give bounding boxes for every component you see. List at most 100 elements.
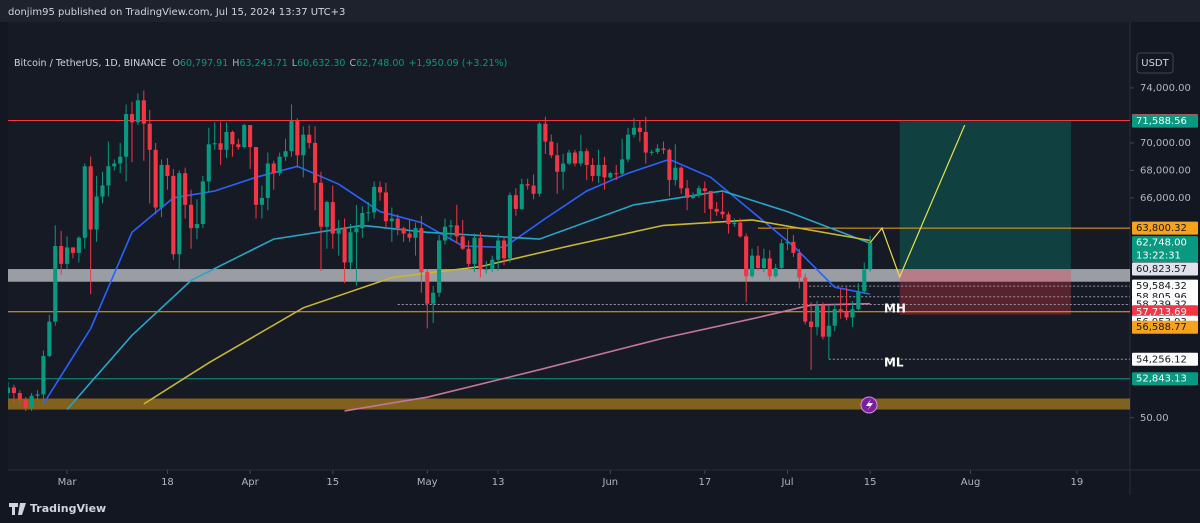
ohlc-key: C xyxy=(349,58,356,69)
candle-body xyxy=(696,188,701,196)
candle-body xyxy=(129,114,135,123)
candle-body xyxy=(295,120,300,156)
candle-body xyxy=(738,222,743,237)
moving-average xyxy=(66,190,871,411)
ohlc-key: O xyxy=(172,58,179,69)
x-tick-label: Jun xyxy=(602,477,619,488)
candle-body xyxy=(472,237,477,264)
price-label-box xyxy=(1132,262,1198,276)
price-label: 57,713.69 xyxy=(1136,307,1187,318)
ohlc-key: L xyxy=(292,58,298,69)
event-icon-bolt xyxy=(866,399,873,411)
ohlc-value: 62,748.00 xyxy=(356,58,404,69)
candle-body xyxy=(620,159,625,174)
candle-body xyxy=(838,309,843,312)
x-tick-label: 15 xyxy=(864,477,877,488)
candle-body xyxy=(726,214,731,225)
candle-body xyxy=(732,222,737,225)
candle-body xyxy=(236,144,241,148)
candle-body xyxy=(525,184,530,186)
candle-body xyxy=(561,163,566,172)
candle-body xyxy=(59,246,64,264)
candle-body xyxy=(685,188,690,198)
candle-body xyxy=(383,192,389,222)
candle-body xyxy=(572,152,577,164)
footer-brand: TradingView xyxy=(30,502,106,515)
candle-body xyxy=(844,311,849,318)
footer xyxy=(0,495,1200,523)
position-target-zone xyxy=(899,121,1071,270)
candle-body xyxy=(135,100,140,123)
candle-body xyxy=(277,156,282,174)
candle-body xyxy=(372,186,377,213)
candle-body xyxy=(425,272,430,304)
candle-body xyxy=(70,247,76,253)
candle-body xyxy=(419,228,424,273)
candle-body xyxy=(637,127,642,132)
candle-body xyxy=(708,191,713,209)
candle-body xyxy=(41,355,46,395)
candle-body xyxy=(496,240,501,260)
x-tick-label: 18 xyxy=(161,477,174,488)
symbol-title: Bitcoin / TetherUS, 1D, BINANCE xyxy=(14,58,166,69)
candle-body xyxy=(212,143,217,145)
candle-body xyxy=(442,226,448,241)
candle-body xyxy=(679,167,684,189)
candle-body xyxy=(47,321,52,356)
candle-body xyxy=(177,173,182,255)
candle-body xyxy=(253,147,259,205)
candle-body xyxy=(124,114,129,157)
projection-path xyxy=(869,124,966,279)
candle-body xyxy=(35,394,40,396)
overlay-layer: 74,000.00 70,000.00 68,000.00 66,000.00 50.0… xyxy=(58,83,1198,488)
position-stop-zone xyxy=(899,269,1071,315)
candle-body xyxy=(566,152,572,164)
candle-body xyxy=(549,141,554,156)
price-label: 60,823.57 xyxy=(1136,264,1187,275)
candle-body xyxy=(531,185,536,194)
candle-body xyxy=(330,202,335,234)
x-tick-label: May xyxy=(417,477,438,488)
candle-body xyxy=(141,100,146,124)
legend: Bitcoin / TetherUS, 1D, BINANCE O60,797.9… xyxy=(14,58,507,69)
candle-body xyxy=(761,258,766,268)
ohlc-value: 63,243.71 xyxy=(239,58,287,69)
candle-body xyxy=(248,125,253,148)
currency-label: USDT xyxy=(1141,58,1169,69)
candle-body xyxy=(437,240,442,293)
y-tick-label: 70,000.00 xyxy=(1140,138,1191,149)
candle-body xyxy=(82,166,87,238)
candle-body xyxy=(76,237,81,253)
price-label: 54,256.12 xyxy=(1136,354,1187,365)
candle-body xyxy=(448,225,453,227)
candle-body xyxy=(454,225,459,237)
candle-body xyxy=(826,325,831,337)
price-label: 56,588.77 xyxy=(1136,322,1187,333)
candle-body xyxy=(165,164,170,176)
price-label: 58,805.96 xyxy=(1136,292,1187,303)
candle-body xyxy=(307,134,312,143)
candle-body xyxy=(507,195,513,259)
published-note: donjim95 published on TradingView.com, J… xyxy=(8,7,345,18)
candle-body xyxy=(271,163,276,174)
currency-button[interactable] xyxy=(1136,52,1174,74)
candle-body xyxy=(188,204,194,229)
candle-body xyxy=(289,120,294,152)
y-tick-label: 68,000.00 xyxy=(1140,165,1191,176)
candle-body xyxy=(395,218,400,229)
candle-body xyxy=(856,291,861,310)
price-label: 52,843.13 xyxy=(1136,374,1187,385)
candle-body xyxy=(590,164,595,176)
candle-body xyxy=(118,156,123,164)
candle-body xyxy=(88,166,93,230)
candle-body xyxy=(283,151,288,157)
candle-body xyxy=(803,277,808,322)
x-tick-label: Aug xyxy=(961,477,981,488)
price-label-box xyxy=(1132,320,1198,334)
price-label: 63,800.32 xyxy=(1136,223,1187,234)
zone xyxy=(8,398,1130,410)
y-tick-label: 50.00 xyxy=(1140,413,1169,424)
candle-body xyxy=(147,123,152,150)
candle-body xyxy=(814,305,820,328)
